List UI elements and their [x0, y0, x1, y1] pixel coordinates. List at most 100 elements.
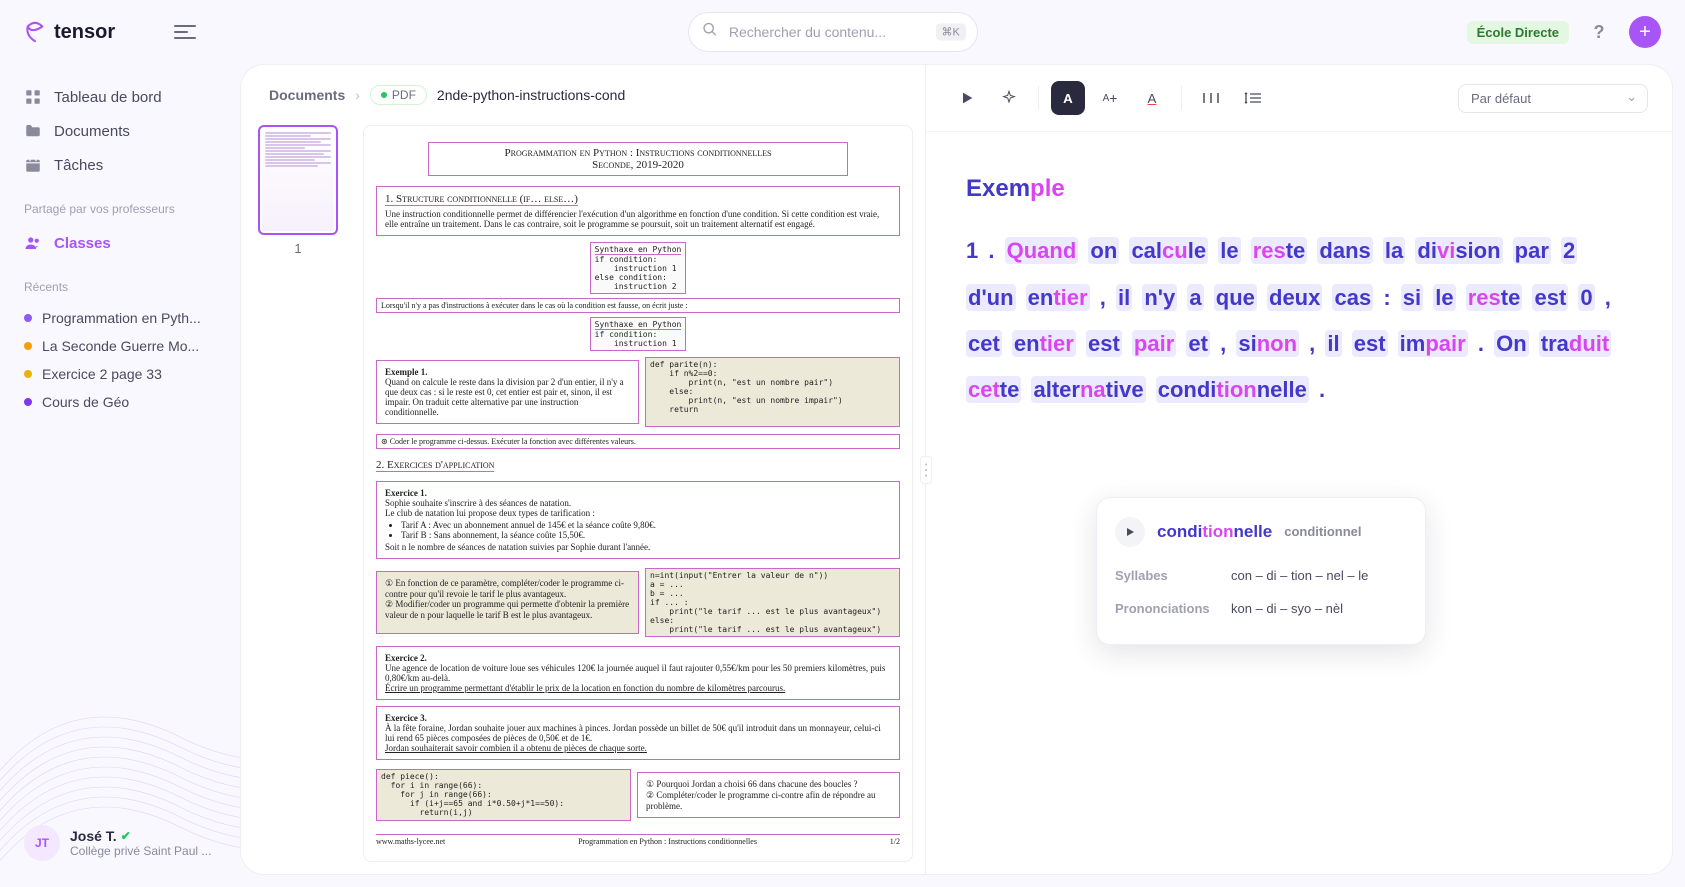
reader-word[interactable]: 2	[1561, 237, 1577, 264]
breadcrumb-root[interactable]: Documents	[269, 87, 345, 103]
line-spacing-button[interactable]	[1236, 81, 1270, 115]
popover-play-button[interactable]	[1115, 517, 1145, 547]
recent-label: Programmation en Pyth...	[42, 310, 201, 326]
thumb-page-number: 1	[294, 241, 301, 256]
topbar: tensor ⌘K École Directe ? +	[0, 0, 1685, 64]
sidebar-recents-heading: Récents	[12, 264, 228, 300]
sidebar-item-label: Tableau de bord	[54, 89, 162, 106]
reader-word[interactable]: a	[1187, 284, 1203, 311]
reader-word[interactable]: deux	[1267, 284, 1322, 311]
reader-word[interactable]: 0	[1578, 284, 1594, 311]
reader-word[interactable]: conditionnelle	[1156, 376, 1309, 403]
sidebar-toggle[interactable]	[171, 18, 199, 46]
recent-item[interactable]: Cours de Géo	[12, 388, 228, 416]
reader-word[interactable]: On	[1494, 330, 1529, 357]
search-input[interactable]	[688, 12, 978, 52]
logo[interactable]: tensor	[24, 21, 115, 44]
reader-word[interactable]: est	[1532, 284, 1568, 311]
reader-word[interactable]: le	[1433, 284, 1455, 311]
reader-word[interactable]: et	[1186, 330, 1210, 357]
recent-item[interactable]: Exercice 2 page 33	[12, 360, 228, 388]
folder-icon	[24, 122, 42, 140]
sidebar-item-label: Documents	[54, 123, 130, 140]
reader-word[interactable]: est	[1352, 330, 1388, 357]
reader-word[interactable]: impair	[1398, 330, 1468, 357]
recent-label: Exercice 2 page 33	[42, 366, 162, 382]
document-title: 2nde-python-instructions-cond	[437, 87, 625, 103]
sidebar-item-dashboard[interactable]: Tableau de bord	[12, 80, 228, 114]
reader-word[interactable]: le	[1218, 237, 1240, 264]
reader-word[interactable]: il	[1116, 284, 1132, 311]
reader-word[interactable]: reste	[1466, 284, 1523, 311]
users-icon	[24, 234, 42, 252]
search-icon	[702, 22, 718, 43]
reader-word[interactable]: reste	[1251, 237, 1308, 264]
add-button[interactable]: +	[1629, 16, 1661, 48]
status-dot-icon	[381, 92, 387, 98]
play-button[interactable]	[950, 81, 984, 115]
spacing-horizontal-button[interactable]	[1194, 81, 1228, 115]
verified-icon: ✔	[121, 829, 131, 843]
search-shortcut: ⌘K	[936, 24, 966, 41]
topbar-right: École Directe ? +	[1467, 16, 1661, 48]
dashboard-icon	[24, 88, 42, 106]
file-type-chip: PDF	[370, 85, 427, 105]
font-size-button[interactable]: A+	[1093, 81, 1127, 115]
search-wrap: ⌘K	[688, 12, 978, 52]
popover-raw: conditionnel	[1284, 518, 1361, 545]
reader-word[interactable]: on	[1088, 237, 1119, 264]
sidebar-item-label: Classes	[54, 235, 111, 252]
reader-word[interactable]: cette	[966, 376, 1021, 403]
integration-badge[interactable]: École Directe	[1467, 21, 1569, 44]
calendar-icon	[24, 156, 42, 174]
sidebar-item-folder[interactable]: Documents	[12, 114, 228, 148]
reader-word[interactable]: Quand	[1005, 237, 1079, 264]
recent-label: Cours de Géo	[42, 394, 129, 410]
user-card[interactable]: JT José T. ✔ Collège privé Saint Paul ..…	[12, 815, 228, 871]
user-school: Collège privé Saint Paul ...	[70, 844, 211, 858]
recent-item[interactable]: La Seconde Guerre Mo...	[12, 332, 228, 360]
reader-content: Exemple 1 . Quand on calcule le reste da…	[926, 132, 1672, 874]
text-color-button[interactable]: A	[1135, 81, 1169, 115]
menu-icon	[174, 24, 196, 40]
logo-icon	[24, 21, 46, 43]
document-panel: Documents › PDF 2nde-python-instructions…	[241, 65, 926, 874]
reader-word[interactable]: que	[1214, 284, 1257, 311]
reader-heading: Exemple	[966, 164, 1632, 214]
reader-word[interactable]: pair	[1132, 330, 1176, 357]
help-button[interactable]: ?	[1585, 18, 1613, 46]
reader-word[interactable]: la	[1383, 237, 1405, 264]
page-thumbnails: 1	[253, 125, 343, 862]
reader-word[interactable]: dans	[1317, 237, 1372, 264]
reader-word[interactable]: division	[1415, 237, 1502, 264]
reader-word[interactable]: n'y	[1142, 284, 1177, 311]
popover-row: Syllabes con – di – tion – nel – le	[1115, 562, 1407, 589]
main-card: Documents › PDF 2nde-python-instructions…	[240, 64, 1673, 875]
reader-word[interactable]: traduit	[1539, 330, 1611, 357]
reader-word[interactable]: est	[1086, 330, 1122, 357]
chevron-right-icon: ›	[355, 87, 360, 103]
recent-dot-icon	[24, 342, 32, 350]
page-view[interactable]: Programmation en Python : Instructions c…	[363, 125, 913, 862]
reader-word[interactable]: sinon	[1236, 330, 1299, 357]
sparkle-button[interactable]	[992, 81, 1026, 115]
reader-word[interactable]: par	[1513, 237, 1551, 264]
sidebar-item-classes[interactable]: Classes	[12, 226, 228, 260]
sidebar-item-calendar[interactable]: Tâches	[12, 148, 228, 182]
avatar: JT	[24, 825, 60, 861]
reader-word[interactable]: calcule	[1129, 237, 1208, 264]
reader-word[interactable]: alternative	[1031, 376, 1145, 403]
recent-dot-icon	[24, 398, 32, 406]
recent-item[interactable]: Programmation en Pyth...	[12, 304, 228, 332]
reader-word[interactable]: d'un	[966, 284, 1016, 311]
reader-word[interactable]: entier	[1012, 330, 1076, 357]
reader-word[interactable]: cet	[966, 330, 1002, 357]
reader-word[interactable]: cas	[1332, 284, 1373, 311]
brand-text: tensor	[54, 21, 115, 44]
preset-select[interactable]: Par défaut	[1458, 84, 1648, 113]
font-button[interactable]: A	[1051, 81, 1085, 115]
reader-word[interactable]: si	[1401, 284, 1423, 311]
reader-word[interactable]: entier	[1026, 284, 1090, 311]
page-thumbnail-1[interactable]	[258, 125, 338, 235]
reader-word[interactable]: il	[1325, 330, 1341, 357]
